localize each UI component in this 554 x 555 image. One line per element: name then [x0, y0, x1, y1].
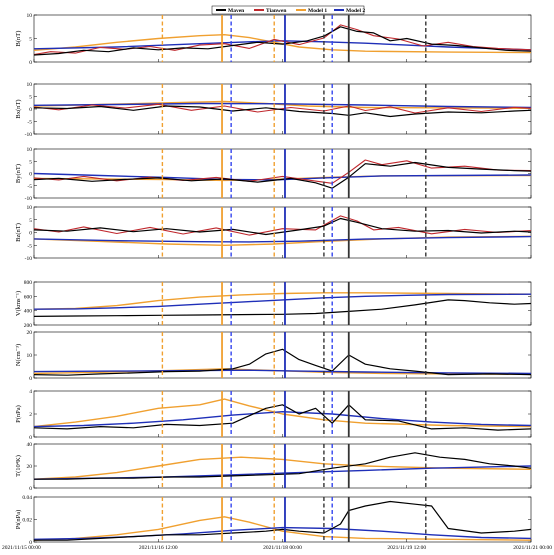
y-tick-label: 0 [29, 60, 32, 66]
y-tick-label: 2 [29, 412, 32, 418]
y-tick-label: 4 [29, 389, 32, 395]
y-axis-label: B(nT) [15, 31, 22, 47]
panel: 0 20 40 T(10⁴K) [15, 442, 532, 492]
y-tick-label: -10 [25, 132, 33, 138]
tianwen-series [33, 215, 532, 236]
panels: 0510B(nT)-10-50510Bx(nT)-10-50510By(nT)-… [15, 13, 532, 546]
y-tick-label: 10 [27, 353, 33, 359]
y-tick-label: 20 [27, 464, 33, 470]
y-tick-label: 0.02 [22, 518, 32, 524]
panel-frame [33, 14, 532, 63]
maven-series [33, 404, 532, 431]
panel-frame [33, 148, 532, 199]
y-axis-label: V(kms⁻¹) [15, 291, 22, 316]
y-axis-label: Pt(nPa) [15, 510, 22, 530]
legend: Maven Tianwen Model 1 Model 2 [211, 5, 365, 15]
model1-series [33, 398, 532, 428]
vertical-markers [161, 15, 427, 542]
legend-label: Tianwen [266, 8, 286, 14]
y-tick-label: 5 [29, 218, 32, 224]
maven-series [33, 161, 532, 189]
y-tick-label: 800 [24, 280, 33, 286]
model2-series [33, 411, 532, 428]
maven-series [33, 299, 532, 317]
x-tick-label: 2021/11/15 00:00 [2, 545, 41, 551]
model1-series [33, 456, 532, 480]
y-axis-label: By(nT) [15, 164, 22, 183]
maven-series [33, 348, 532, 376]
y-tick-label: -10 [25, 256, 33, 262]
panel: 0 2 4 P(nPa) [15, 389, 532, 441]
y-tick-label: 200 [24, 323, 33, 329]
y-tick-label: 40 [27, 442, 33, 448]
y-tick-label: 400 [24, 309, 33, 315]
x-tick-label: 2021/11/19 12:00 [387, 545, 426, 551]
panel-frame [33, 281, 532, 326]
model1-series [33, 292, 532, 310]
y-tick-label: 0 [29, 540, 32, 546]
y-tick-label: -5 [27, 120, 32, 126]
y-tick-label: 0.04 [22, 495, 32, 501]
panel: -10 -5 0 5 10 By(nT) [15, 147, 532, 202]
y-tick-label: 10 [27, 82, 33, 88]
model1-series [33, 34, 532, 54]
maven-series [34, 452, 532, 480]
model2-series [33, 293, 532, 310]
panel: 0 0.02 0.04 Pt(nPa) [15, 495, 532, 546]
model2-series [33, 102, 532, 109]
y-axis-label: N(cm⁻³) [15, 344, 22, 366]
y-tick-label: 0 [29, 376, 32, 382]
legend-label: Model 2 [346, 8, 365, 14]
y-tick-label: 10 [27, 147, 33, 153]
x-tick-label: 2021/11/16 12:00 [139, 545, 178, 551]
panel: 0 5 10 B(nT) [15, 13, 532, 66]
y-axis-label: T(10⁴K) [15, 455, 22, 477]
x-axis: 2021/11/15 00:00 2021/11/16 12:00 2021/11/… [2, 59, 552, 551]
panel: -10 -5 0 5 10 Bx(nT) [15, 82, 532, 138]
y-tick-label: 10 [27, 205, 33, 211]
legend-label: Maven [228, 8, 244, 14]
y-axis-label: Bx(nT) [15, 99, 22, 118]
y-tick-label: 5 [29, 159, 32, 165]
y-tick-label: 0 [29, 231, 32, 237]
y-tick-label: 5 [29, 37, 32, 43]
panel: 0 10 20 N(cm⁻³) [15, 330, 532, 382]
legend-box [211, 5, 365, 15]
y-tick-label: -5 [27, 184, 32, 190]
y-tick-label: 5 [29, 95, 32, 101]
x-tick-label: 2021/11/18 00:00 [263, 545, 302, 551]
x-tick-label: 2021/11/21 00:00 [513, 545, 552, 551]
tianwen-series [33, 159, 532, 184]
legend-label: Model 1 [308, 8, 327, 14]
model1-series [33, 516, 532, 541]
y-tick-label: 600 [24, 294, 33, 300]
y-tick-label: 0 [29, 486, 32, 492]
y-tick-label: 10 [27, 13, 33, 19]
maven-series [33, 217, 532, 236]
y-tick-label: 0 [29, 172, 32, 178]
maven-series [33, 105, 532, 118]
y-tick-label: 0 [29, 435, 32, 441]
panel: -10 -5 0 5 10 Bz(nT) [15, 205, 532, 262]
tianwen-series [33, 103, 532, 114]
panel-frame [33, 443, 532, 489]
y-tick-label: 20 [27, 330, 33, 336]
maven-series [33, 26, 532, 56]
y-axis-label: P(nPa) [15, 405, 22, 423]
y-tick-label: -5 [27, 243, 32, 249]
y-tick-label: -10 [25, 196, 33, 202]
y-tick-label: 0 [29, 107, 32, 113]
y-axis-label: Bz(nT) [15, 223, 22, 242]
